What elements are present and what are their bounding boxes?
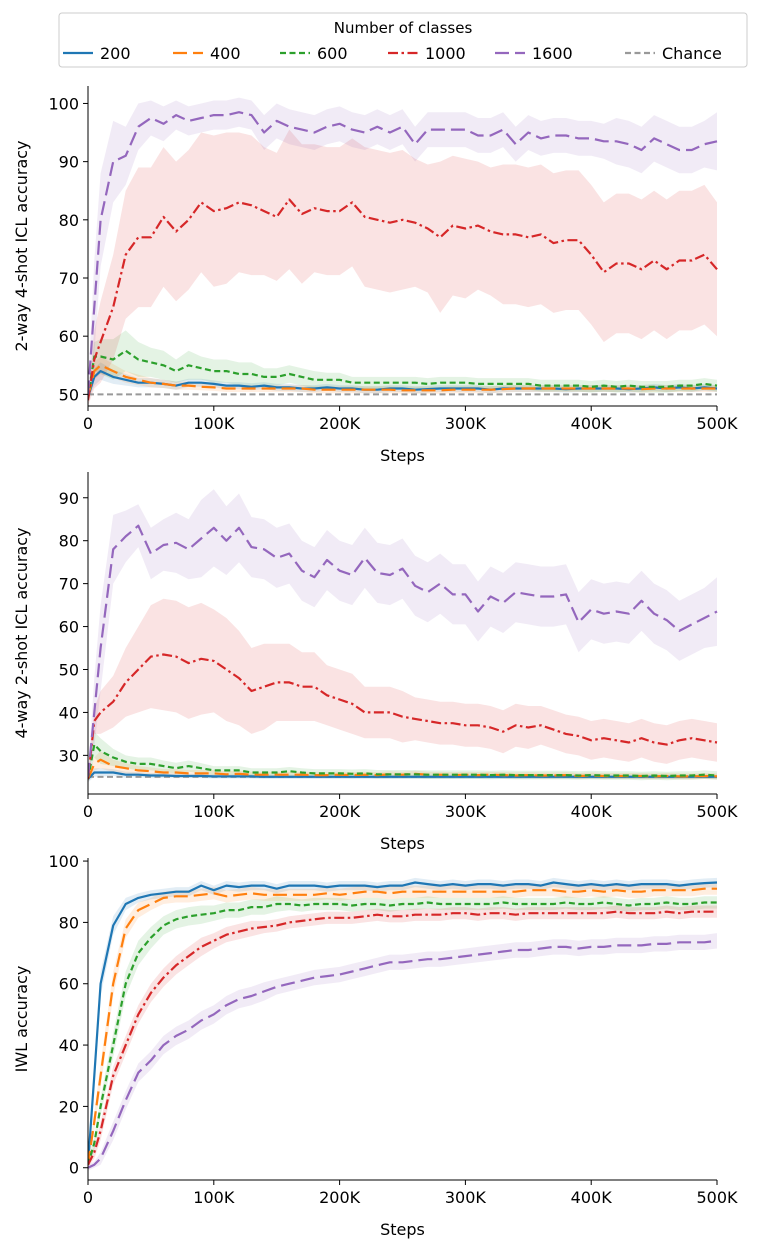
x-tick-label: 100K: [193, 414, 235, 433]
series-line-1000: [88, 910, 717, 1166]
y-axis-label: 4-way 2-shot ICL accuracy: [12, 527, 31, 738]
series-line-600: [88, 901, 717, 1166]
x-tick-label: 200K: [319, 1188, 361, 1207]
x-axis-label: Steps: [380, 834, 425, 853]
y-axis-label: 2-way 4-shot ICL accuracy: [12, 140, 31, 351]
band-200: [88, 362, 717, 402]
x-tick-label: 0: [83, 414, 93, 433]
y-tick-label: 60: [59, 618, 79, 637]
y-tick-label: 90: [59, 153, 79, 172]
y-tick-label: 80: [59, 211, 79, 230]
series-line-1000: [88, 653, 718, 780]
chart-icl-4way: 0 100K 200K 300K 400K 500K 30 40 50 60 70 80 90 Steps…: [12, 472, 738, 853]
x-tick-label: 0: [83, 1188, 93, 1207]
band-1000: [88, 129, 717, 406]
x-tick-label: 500K: [696, 802, 738, 821]
y-tick-label: 50: [59, 385, 79, 404]
chart-iwl: 0 100K 200K 300K 400K 500K 0 20 40 60 80 100 Steps IW…: [12, 852, 738, 1239]
x-tick-label: 0: [83, 802, 93, 821]
x-axis-label: Steps: [380, 1220, 425, 1239]
y-tick-label: 30: [59, 746, 79, 765]
x-axis-label: Steps: [380, 446, 425, 465]
legend: Number of classes 200 400 600 1000 1600 Chanc…: [58, 12, 748, 68]
series-line-600: [88, 743, 718, 780]
band-1000: [88, 598, 717, 784]
y-tick-label: 90: [59, 489, 79, 508]
x-tick-label: 100K: [193, 1188, 235, 1207]
y-tick-label: 60: [59, 975, 79, 994]
y-tick-label: 50: [59, 660, 79, 679]
band-1600: [88, 97, 717, 401]
legend-title: Number of classes: [334, 19, 473, 37]
x-tick-label: 400K: [571, 802, 613, 821]
y-tick-label: 20: [59, 1097, 79, 1116]
legend-frame: [58, 12, 748, 68]
x-tick-label: 400K: [571, 414, 613, 433]
legend-label-1600: 1600: [532, 44, 573, 63]
band-400: [88, 356, 717, 402]
legend-label-1000: 1000: [425, 44, 466, 63]
x-tick-label: 300K: [445, 1188, 487, 1207]
y-tick-label: 40: [59, 1036, 79, 1055]
y-tick-label: 80: [59, 913, 79, 932]
y-tick-label: 70: [59, 269, 79, 288]
series-line-1600: [88, 111, 718, 395]
x-tick-label: 500K: [696, 414, 738, 433]
band-1600: [88, 933, 717, 1171]
x-tick-label: 300K: [445, 802, 487, 821]
series-line-200: [88, 771, 717, 780]
x-tick-label: 200K: [319, 414, 361, 433]
x-tick-label: 300K: [445, 414, 487, 433]
legend-label-400: 400: [210, 44, 241, 63]
series-line-200: [88, 881, 718, 1165]
y-tick-label: 40: [59, 703, 79, 722]
x-tick-label: 500K: [696, 1188, 738, 1207]
series-line-1600: [88, 524, 718, 777]
y-tick-label: 60: [59, 327, 79, 346]
y-tick-label: 0: [69, 1159, 79, 1178]
band-1600: [88, 489, 717, 782]
y-tick-label: 100: [48, 94, 79, 113]
legend-label-200: 200: [100, 44, 131, 63]
series-line-600: [88, 349, 718, 398]
band-600: [88, 330, 717, 402]
y-tick-label: 70: [59, 575, 79, 594]
chart-icl-2way: 0 100K 200K 300K 400K 500K 50 60 70 80 90 100 Steps 2…: [12, 86, 738, 465]
x-tick-label: 400K: [571, 1188, 613, 1207]
series-line-400: [88, 364, 717, 398]
series-line-1600: [88, 939, 718, 1169]
y-axis-label: IWL accuracy: [12, 966, 31, 1073]
x-tick-label: 200K: [319, 802, 361, 821]
series-line-400: [88, 887, 717, 1165]
legend-label-600: 600: [317, 44, 348, 63]
y-tick-label: 80: [59, 532, 79, 551]
x-tick-label: 100K: [193, 802, 235, 821]
legend-entries: 200 400 600 1000 1600 Chance: [63, 44, 722, 63]
y-tick-label: 100: [48, 852, 79, 871]
series-line-1000: [88, 198, 718, 401]
band-600: [88, 731, 717, 783]
legend-label-chance: Chance: [662, 44, 722, 63]
